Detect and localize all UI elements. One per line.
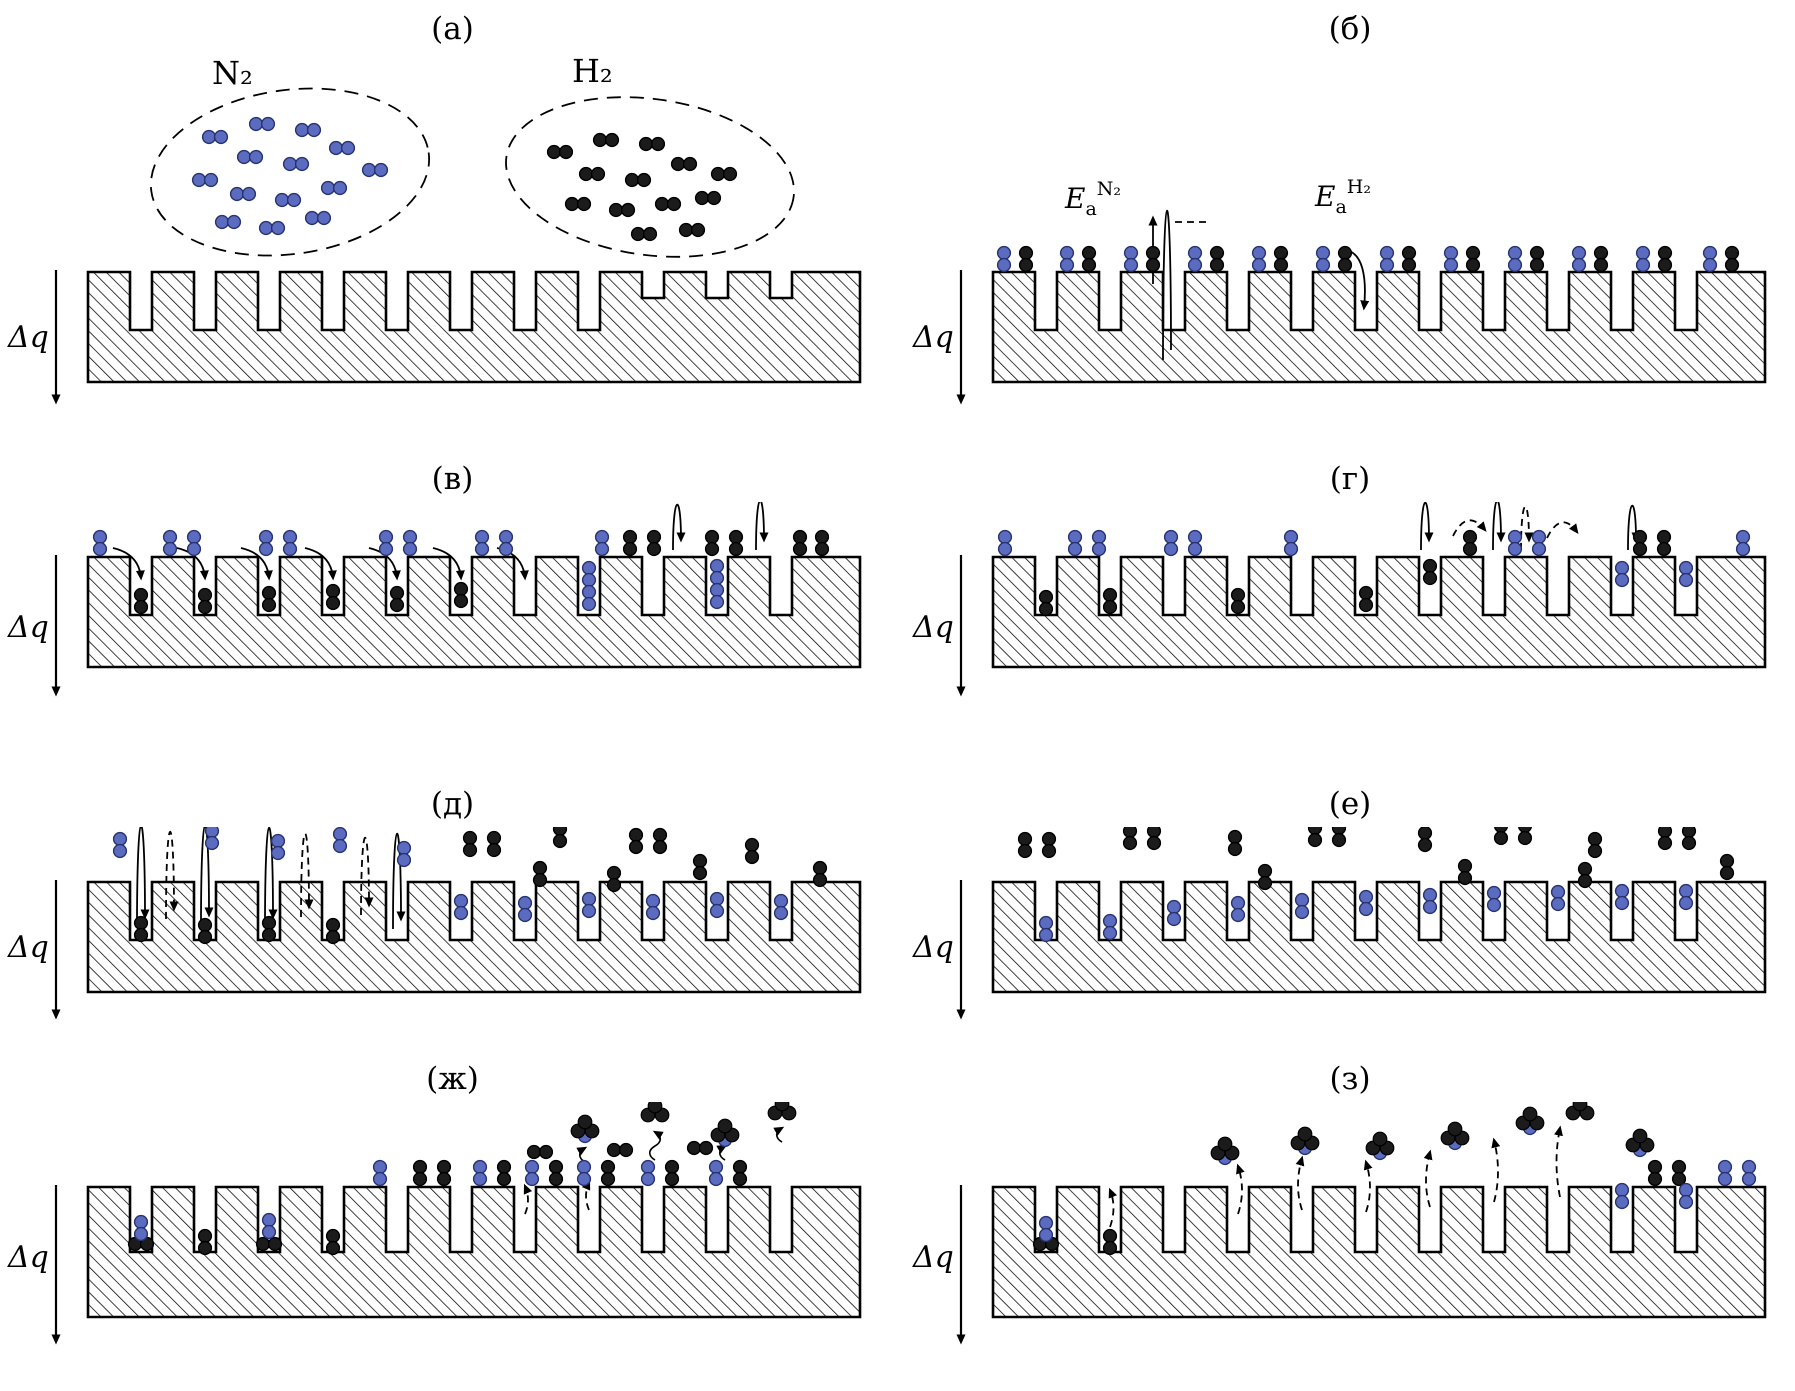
panel-e-canvas: Δq [912,827,1767,1020]
molecules-layer [112,827,828,945]
panel-e-label: (е) [1328,786,1372,822]
substrate [86,555,862,669]
panel-a-canvas: Δq N₂ H₂ [7,52,862,405]
delta-q-label: Δq [7,930,49,965]
delta-q-label: Δq [912,320,954,355]
gas-clouds [149,87,795,258]
arrows-layer [1108,1125,1563,1228]
panel-d-label: (д) [430,786,475,822]
delta-q-label: Δq [7,320,49,355]
delta-q-label: Δq [912,1240,954,1275]
panel-b-canvas: Δq EaN₂ EaH₂ [912,176,1767,405]
arrows-layer [136,827,406,930]
substrate [991,880,1767,994]
arrows-layer [1420,502,1641,551]
activation-energy-label: EaH₂ [1314,176,1371,218]
panel-d-canvas: Δq [7,827,862,1020]
panel-a-label: (а) [431,11,474,47]
panel-g: (г) Δq [905,456,1795,767]
activation-energy-label: EaN₂ [1064,178,1121,220]
delta-q-label: Δq [912,610,954,645]
panel-v-canvas: Δq [7,502,862,697]
substrate [86,270,862,384]
panel-d: (д) Δq [0,781,905,1042]
arrows-layer [112,502,769,581]
panel-b-label: (б) [1328,11,1372,47]
panel-g-label: (г) [1329,461,1371,497]
panel-e: (е) Δq [905,781,1795,1042]
molecules-layer [92,529,830,615]
molecules-layer [191,116,738,242]
panel-v: (в) Δq [0,456,905,767]
delta-q-label: Δq [7,610,49,645]
substrate [86,1185,862,1319]
substrate [991,1185,1767,1319]
panel-zh: (ж) Δq [0,1056,905,1362]
figure-grid: (а) Δq N₂ H₂ (б) Δq EaN₂ EaH₂ (в) Δq (г) … [0,6,1795,1362]
molecules-layer [997,529,1751,617]
molecules-layer [1017,827,1735,943]
substrate [991,270,1767,384]
panel-a: (а) Δq N₂ H₂ [0,6,905,442]
panel-b: (б) Δq EaN₂ EaH₂ [905,6,1795,442]
panel-zh-canvas: Δq [7,1102,862,1345]
substrate [86,880,862,994]
panel-z-canvas: Δq [912,1102,1767,1345]
molecules-layer [996,245,1740,273]
panel-z-label: (з) [1329,1061,1371,1097]
molecules-layer [1032,1102,1757,1256]
panel-zh-label: (ж) [426,1061,479,1097]
panel-g-canvas: Δq [912,502,1767,697]
panel-z: (з) Δq [905,1056,1795,1362]
n2-gas-label: N₂ [212,54,253,92]
delta-q-label: Δq [7,1240,49,1275]
substrate [991,555,1767,669]
molecules-layer [127,1102,797,1256]
panel-v-label: (в) [431,461,474,497]
delta-q-label: Δq [912,930,954,965]
h2-gas-label: H₂ [572,52,613,90]
